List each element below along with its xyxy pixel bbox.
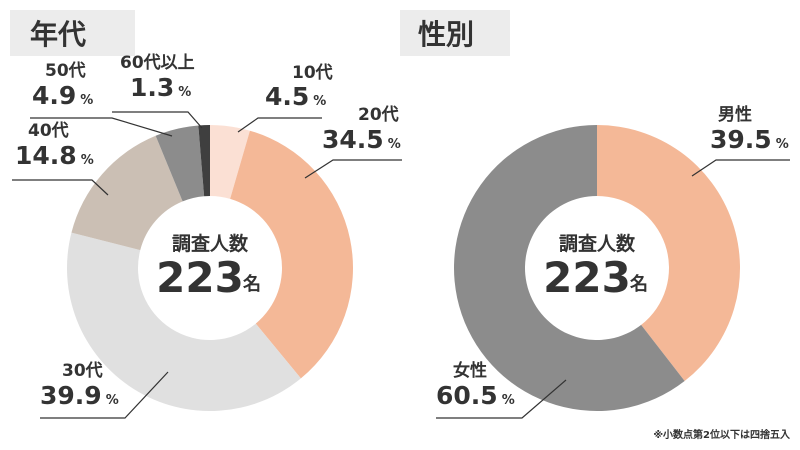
value-unit: % [776, 137, 789, 152]
center-total: 223 [156, 253, 244, 302]
value-unit: % [81, 153, 94, 168]
leader-line [436, 379, 567, 419]
donut-slice [198, 125, 210, 197]
donut-slice [71, 135, 183, 251]
slice-value: 1.3% [130, 73, 191, 102]
slice-value: 4.9% [32, 81, 93, 110]
center-label: 調査人数 [559, 232, 636, 255]
slice-label: 10代 [292, 62, 333, 83]
leader-line [12, 179, 109, 196]
slice-label: 女性 [453, 360, 487, 381]
value-unit: % [178, 85, 191, 100]
leader-line [112, 111, 203, 129]
slice-value: 14.8% [15, 141, 94, 170]
donut-slice [210, 125, 250, 199]
value-number: 4.5 [265, 82, 309, 111]
slice-value: 60.5% [436, 381, 515, 410]
slice-label: 30代 [62, 360, 103, 381]
slice-value: 4.5% [265, 82, 326, 111]
slice-label: 20代 [358, 104, 399, 125]
value-unit: % [388, 137, 401, 152]
value-number: 60.5 [436, 381, 498, 410]
footnote: ※小数点第2位以下は四捨五入 [653, 428, 791, 441]
leader-line [40, 371, 169, 419]
value-unit: % [313, 94, 326, 109]
title-box [400, 10, 510, 56]
slice-label: 50代 [45, 60, 86, 81]
slice-value: 39.9% [40, 381, 119, 410]
chart-title: 性別 [418, 18, 474, 51]
value-unit: % [502, 393, 515, 408]
center-total-unit: 名 [629, 273, 648, 295]
donut-slice [67, 232, 301, 411]
center-label: 調査人数 [172, 232, 249, 255]
leader-line [30, 117, 173, 137]
value-number: 39.5 [710, 125, 772, 154]
value-number: 4.9 [32, 81, 76, 110]
value-number: 39.9 [40, 381, 102, 410]
title-box [10, 10, 135, 56]
donut-slice [597, 125, 740, 381]
value-unit: % [106, 393, 119, 408]
value-number: 34.5 [322, 125, 384, 154]
donut-slice [230, 130, 353, 379]
leader-line [304, 159, 402, 179]
center-total: 223 [543, 253, 631, 302]
value-unit: % [80, 93, 93, 108]
center-total-unit: 名 [242, 273, 261, 295]
leader-line [237, 117, 322, 133]
value-number: 1.3 [130, 73, 174, 102]
slice-value: 39.5% [710, 125, 789, 154]
slice-label: 60代以上 [120, 52, 195, 73]
slice-label: 男性 [718, 104, 752, 125]
slice-label: 40代 [28, 120, 69, 141]
value-number: 14.8 [15, 141, 77, 170]
leader-line [691, 159, 790, 177]
slice-value: 34.5% [322, 125, 401, 154]
donut-slice [453, 125, 685, 411]
chart-title: 年代 [30, 18, 86, 51]
donut-slice [155, 125, 205, 202]
